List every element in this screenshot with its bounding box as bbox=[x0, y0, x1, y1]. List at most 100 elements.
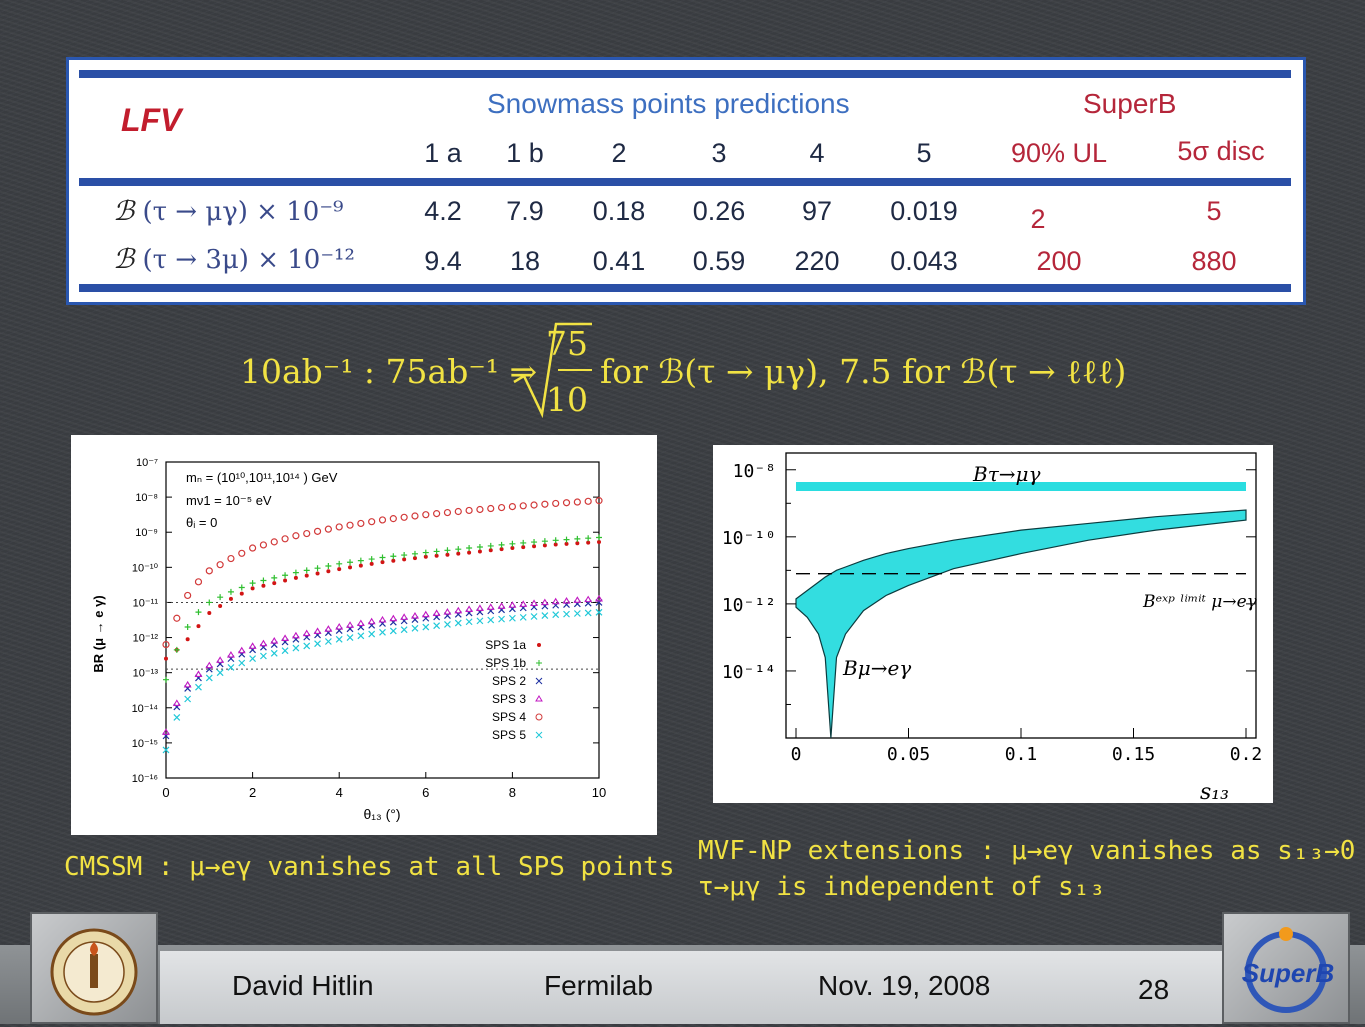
superb-header: SuperB bbox=[1083, 88, 1177, 119]
data-point bbox=[597, 540, 601, 545]
data-point bbox=[422, 511, 430, 519]
y-tick-label: 10⁻¹³ bbox=[133, 668, 159, 680]
data-point bbox=[508, 601, 517, 608]
y-tick-label: 10⁻⁸ bbox=[135, 492, 158, 504]
data-point bbox=[357, 519, 365, 528]
data-point bbox=[487, 504, 495, 513]
data-point bbox=[228, 596, 233, 601]
data-point bbox=[378, 516, 387, 524]
data-point bbox=[184, 695, 192, 703]
data-point bbox=[184, 591, 192, 600]
data-point bbox=[476, 505, 484, 514]
cell: 0.59 bbox=[692, 246, 746, 276]
data-point bbox=[390, 553, 397, 560]
annotation-mn: mₙ = (10¹⁰,10¹¹,10¹⁴ ) GeV bbox=[186, 470, 338, 485]
x-axis-label: θ₁₃ (°) bbox=[363, 806, 400, 822]
data-point bbox=[596, 534, 602, 541]
data-point bbox=[358, 563, 363, 568]
data-point bbox=[172, 699, 181, 706]
data-point bbox=[521, 545, 526, 550]
y-tick-label: 10⁻¹² bbox=[722, 595, 776, 616]
y-axis-label: BR (μ → e γ) bbox=[91, 595, 106, 672]
footer-date: Nov. 19, 2008 bbox=[818, 970, 991, 1001]
data-point bbox=[551, 597, 560, 605]
data-point bbox=[173, 646, 180, 653]
data-point bbox=[368, 630, 376, 638]
data-point bbox=[281, 634, 290, 641]
data-point bbox=[389, 627, 397, 635]
x-tick-label: 0.1 bbox=[1005, 744, 1038, 765]
col-head: 2 bbox=[611, 138, 627, 168]
cell: 9.4 bbox=[424, 246, 462, 276]
data-point bbox=[335, 523, 343, 531]
data-point bbox=[456, 551, 461, 556]
data-point bbox=[530, 613, 538, 620]
data-point bbox=[541, 500, 549, 508]
data-point bbox=[411, 550, 418, 557]
row-label: ℬ (τ → μγ) × 10⁻⁹ bbox=[113, 196, 344, 227]
formula-rest: for ℬ(τ → μγ), 7.5 for ℬ(τ → ℓℓℓ) bbox=[600, 352, 1127, 391]
data-point bbox=[185, 637, 190, 642]
legend-marker bbox=[535, 695, 543, 702]
data-point bbox=[313, 627, 322, 634]
data-point bbox=[347, 559, 354, 566]
superb-logo: SuperB bbox=[1222, 912, 1350, 1024]
data-point bbox=[519, 613, 527, 621]
data-point bbox=[476, 617, 484, 625]
data-point bbox=[595, 608, 603, 616]
data-point bbox=[162, 746, 170, 754]
data-point bbox=[595, 594, 603, 602]
data-point bbox=[508, 614, 516, 622]
col-head: 1 a bbox=[424, 138, 462, 168]
data-point bbox=[368, 518, 376, 526]
data-point bbox=[510, 546, 515, 551]
data-point bbox=[324, 625, 333, 632]
data-point bbox=[239, 591, 244, 596]
data-point bbox=[325, 563, 332, 570]
data-point bbox=[183, 680, 192, 688]
data-point bbox=[467, 550, 472, 555]
data-point bbox=[346, 634, 354, 641]
data-point bbox=[379, 628, 386, 636]
data-point bbox=[238, 584, 245, 591]
data-point bbox=[488, 548, 493, 553]
data-point bbox=[532, 544, 537, 549]
data-point bbox=[433, 510, 441, 518]
y-tick-label: 10⁻⁹ bbox=[135, 527, 158, 539]
data-point bbox=[562, 499, 571, 507]
footer-author: David Hitlin bbox=[232, 970, 374, 1001]
data-point bbox=[357, 557, 364, 564]
data-point bbox=[411, 624, 419, 632]
data-point bbox=[227, 588, 234, 595]
data-point bbox=[411, 611, 419, 619]
x-tick-label: 4 bbox=[336, 785, 343, 800]
data-point bbox=[530, 599, 539, 607]
data-point bbox=[303, 642, 311, 650]
data-point bbox=[586, 540, 591, 545]
data-point bbox=[400, 626, 408, 634]
data-point bbox=[520, 539, 527, 546]
data-point bbox=[443, 508, 452, 517]
legend-label: SPS 5 bbox=[492, 728, 526, 742]
series-sps-1b bbox=[163, 534, 602, 683]
formula-lhs: 10ab⁻¹ : 75ab⁻¹ ⇒ bbox=[240, 352, 538, 391]
snowmass-header: Snowmass points predictions bbox=[487, 88, 850, 119]
data-point bbox=[454, 507, 462, 516]
series-sps-4 bbox=[162, 497, 603, 649]
data-point bbox=[283, 578, 288, 583]
cell-disc: 5 bbox=[1206, 196, 1222, 226]
caltech-seal-icon bbox=[50, 928, 138, 1016]
footer-venue: Fermilab bbox=[544, 970, 653, 1001]
data-point bbox=[337, 567, 342, 572]
data-point bbox=[281, 647, 289, 655]
data-point bbox=[444, 547, 451, 554]
data-point bbox=[573, 610, 581, 617]
data-point bbox=[433, 548, 440, 555]
data-point bbox=[563, 610, 570, 618]
data-point bbox=[162, 728, 170, 735]
series-sps-5 bbox=[162, 608, 603, 754]
data-point bbox=[336, 560, 343, 567]
data-point bbox=[487, 542, 494, 549]
footer-panel bbox=[160, 951, 1222, 1024]
data-point bbox=[270, 649, 278, 657]
